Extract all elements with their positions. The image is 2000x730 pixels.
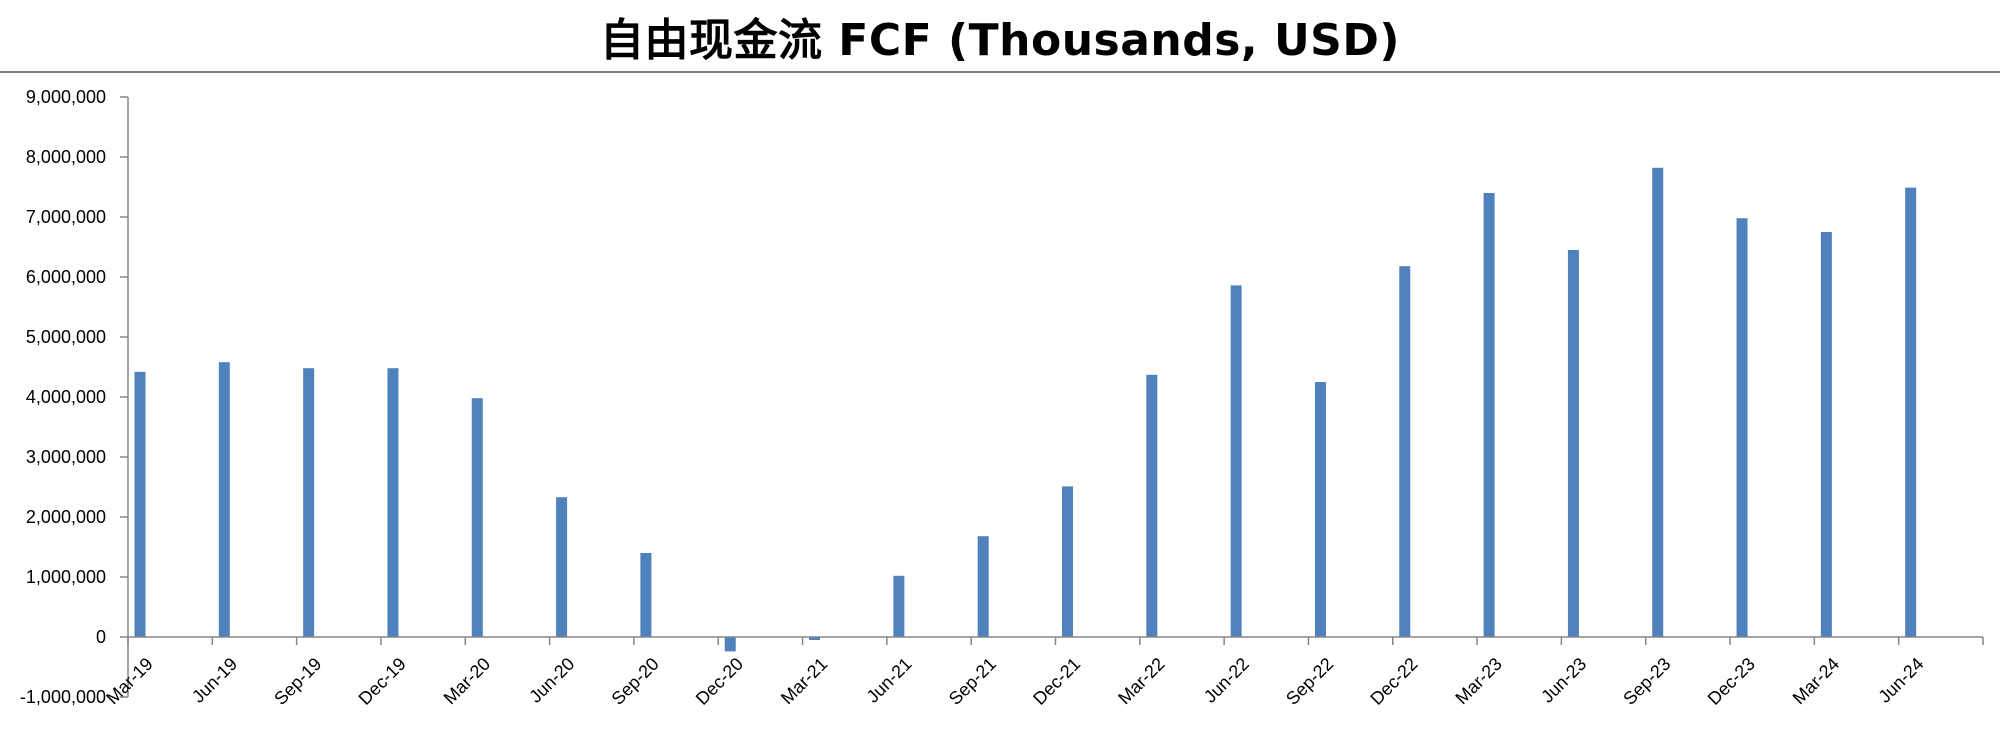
x-tick-label: Mar-24 bbox=[1789, 654, 1843, 708]
bar-mar-20 bbox=[471, 398, 483, 637]
bar-jun-23 bbox=[1567, 250, 1579, 637]
bar-dec-21 bbox=[1062, 486, 1073, 637]
chart-title: 自由现金流 FCF (Thousands, USD) bbox=[599, 15, 1400, 66]
bar-dec-22 bbox=[1399, 266, 1411, 637]
bar-sep-21 bbox=[977, 536, 989, 637]
y-tick-label: 1,000,000 bbox=[26, 567, 106, 587]
y-tick-label: 4,000,000 bbox=[26, 387, 106, 407]
y-tick-label: 0 bbox=[96, 627, 106, 647]
bar-mar-23 bbox=[1483, 193, 1495, 637]
bar-sep-22 bbox=[1314, 382, 1326, 637]
y-tick-label: 2,000,000 bbox=[26, 507, 106, 527]
x-tick-label: Sep-21 bbox=[945, 654, 1000, 709]
x-axis: Mar-19 Jun-19 Sep-19 Dec-19 Mar-20 Jun-20 Sep-… bbox=[102, 636, 1984, 709]
x-tick-label: Jun-20 bbox=[525, 654, 578, 707]
x-tick-label: Mar-22 bbox=[1114, 654, 1168, 708]
bar-mar-21 bbox=[809, 637, 821, 640]
bar-dec-20 bbox=[724, 637, 736, 652]
bar-sep-19 bbox=[303, 368, 315, 637]
bar-mar-22 bbox=[1146, 374, 1158, 637]
bar-jun-21 bbox=[893, 575, 905, 637]
x-tick-label: Mar-20 bbox=[440, 654, 494, 708]
bar-jun-19 bbox=[218, 362, 230, 637]
x-tick-label: Sep-23 bbox=[1619, 654, 1674, 709]
x-tick-label: Dec-20 bbox=[692, 654, 747, 709]
bar-mar-24 bbox=[1820, 232, 1832, 637]
y-tick-label: 8,000,000 bbox=[26, 147, 106, 167]
x-tick-label: Mar-19 bbox=[102, 654, 156, 708]
y-tick-label: 7,000,000 bbox=[26, 207, 106, 227]
x-tick-label: Sep-20 bbox=[608, 654, 663, 709]
bar-jun-24 bbox=[1905, 187, 1917, 637]
bar-mar-19 bbox=[134, 371, 146, 637]
x-tick-label: Jun-19 bbox=[188, 654, 241, 707]
x-tick-label: Jun-24 bbox=[1874, 654, 1927, 707]
y-tick-label: -1,000,000 bbox=[20, 687, 106, 707]
y-axis: -1,000,000 0 1,000,000 2,000,000 3,000,000 4,… bbox=[20, 87, 129, 707]
y-tick-label: 5,000,000 bbox=[26, 327, 106, 347]
title-divider bbox=[0, 71, 2000, 73]
x-tick-label: Jun-21 bbox=[863, 654, 916, 707]
x-tick-label: Dec-19 bbox=[355, 654, 410, 709]
x-tick-label: Mar-21 bbox=[777, 654, 831, 708]
y-tick-label: 9,000,000 bbox=[26, 87, 106, 107]
x-tick-label: Jun-23 bbox=[1537, 654, 1590, 707]
bar-jun-20 bbox=[556, 497, 568, 637]
x-tick-label: Dec-21 bbox=[1029, 654, 1084, 709]
y-tick-label: 6,000,000 bbox=[26, 267, 106, 287]
y-tick-label: 3,000,000 bbox=[26, 447, 106, 467]
x-tick-label: Sep-22 bbox=[1282, 654, 1337, 709]
x-tick-label: Sep-19 bbox=[270, 654, 325, 709]
x-tick-label: Dec-22 bbox=[1366, 654, 1421, 709]
bar-dec-23 bbox=[1736, 218, 1748, 637]
x-tick-label: Mar-23 bbox=[1451, 654, 1505, 708]
bar-jun-22 bbox=[1230, 285, 1242, 637]
bar-dec-19 bbox=[387, 368, 399, 637]
x-tick-label: Jun-22 bbox=[1200, 654, 1253, 707]
bars bbox=[134, 167, 1917, 652]
bar-sep-23 bbox=[1652, 167, 1664, 638]
x-tick-label: Dec-23 bbox=[1704, 654, 1759, 709]
bar-sep-20 bbox=[640, 553, 652, 637]
